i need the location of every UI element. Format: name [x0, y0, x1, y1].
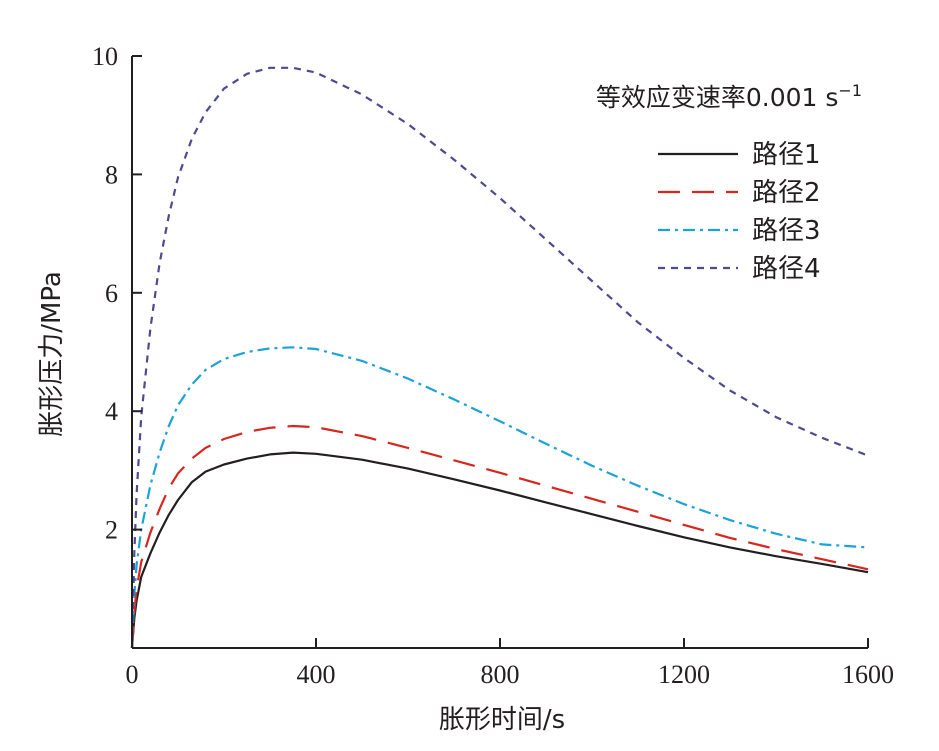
legend-title-text: 等效应变速率0.001 s — [596, 83, 839, 112]
x-tick-label: 800 — [481, 660, 520, 689]
x-tick-label: 0 — [126, 660, 139, 689]
axes: 0 400 800 1200 1600 2 4 6 8 10 — [92, 42, 894, 689]
plot-area — [130, 66, 869, 649]
x-tick-label: 400 — [297, 660, 336, 689]
series-line-1 — [130, 451, 869, 649]
legend: 等效应变速率0.001 s−1 路径1 路径2 路径3 路径4 — [596, 81, 862, 284]
legend-label-2: 路径2 — [752, 178, 821, 208]
series-line-2 — [130, 424, 869, 649]
series-line-4 — [130, 66, 869, 649]
x-axis-title: 胀形时间/s — [439, 705, 565, 735]
legend-items: 路径1 路径2 路径3 路径4 — [658, 140, 821, 284]
y-axis-title: 胀形压力/MPa — [37, 271, 67, 437]
y-tick-label: 10 — [92, 42, 118, 71]
y-tick-label: 4 — [105, 397, 118, 426]
legend-title-superscript: −1 — [838, 81, 862, 100]
x-tick-label: 1200 — [658, 660, 710, 689]
legend-label-4: 路径4 — [752, 254, 821, 284]
y-tick-label: 8 — [105, 160, 118, 189]
legend-label-3: 路径3 — [752, 216, 821, 246]
legend-label-1: 路径1 — [752, 140, 821, 170]
y-tick-label: 6 — [105, 279, 118, 308]
legend-title: 等效应变速率0.001 s−1 — [596, 81, 862, 112]
series-line-3 — [130, 346, 869, 649]
x-tick-label: 1600 — [842, 660, 894, 689]
y-tick-label: 2 — [105, 516, 118, 545]
